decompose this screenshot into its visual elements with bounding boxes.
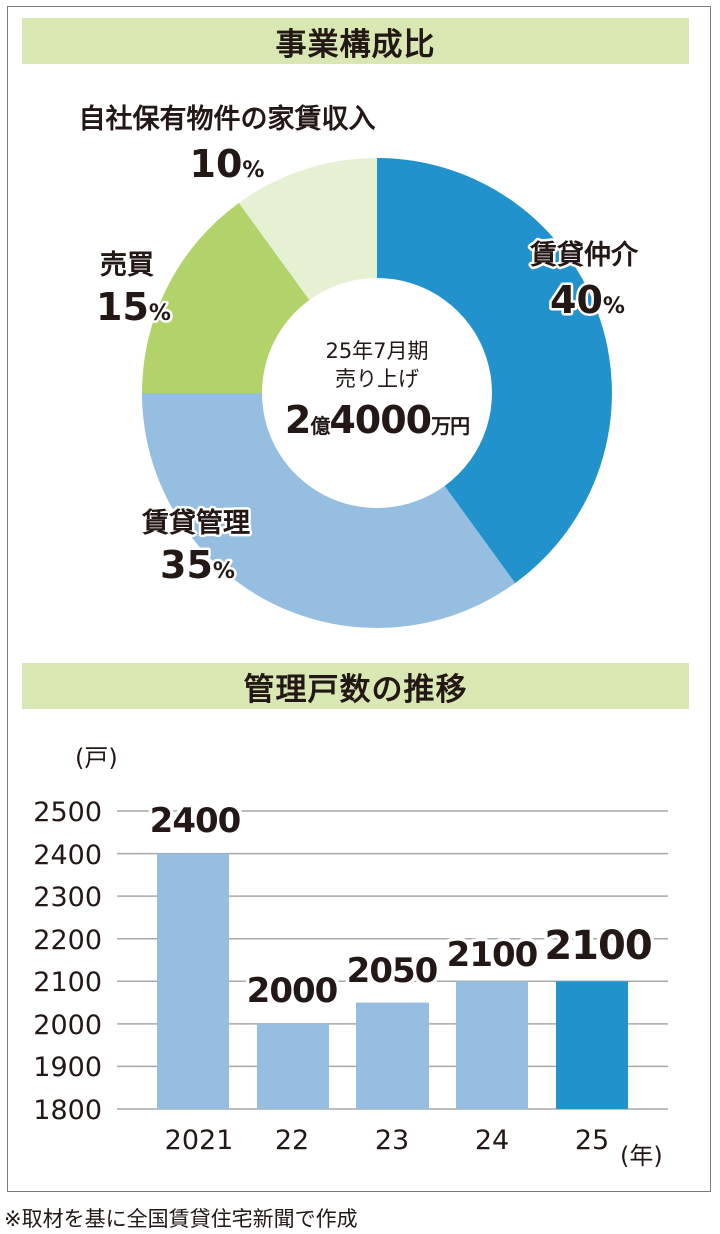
svg-text:2100: 2100 bbox=[33, 967, 102, 998]
value-own-property-rent: 10% bbox=[190, 142, 265, 186]
svg-text:1800: 1800 bbox=[33, 1095, 102, 1126]
svg-text:2300: 2300 bbox=[33, 882, 102, 913]
slice-rental-management bbox=[142, 393, 516, 628]
section-header-managed-units: 管理戸数の推移 bbox=[22, 663, 689, 709]
y-axis-unit: (戸) bbox=[75, 744, 118, 772]
svg-text:2021: 2021 bbox=[165, 1125, 234, 1156]
svg-text:24: 24 bbox=[475, 1125, 509, 1156]
svg-text:2400: 2400 bbox=[33, 840, 102, 871]
value-label-2025: 2100 bbox=[544, 923, 651, 969]
bar-2024 bbox=[456, 981, 528, 1109]
section-header-business-composition: 事業構成比 bbox=[22, 18, 689, 64]
bar-2023 bbox=[356, 1002, 429, 1109]
bars bbox=[157, 853, 628, 1109]
section-title: 事業構成比 bbox=[275, 26, 436, 63]
bar-value-labels: 2400 2000 2050 2100 2100 bbox=[146, 798, 656, 1015]
slice-labels: 自社保有物件の家賃収入 10% 売買 15% 賃貸仲介 40% 賃貸管理 35% bbox=[76, 101, 641, 590]
svg-text:2000: 2000 bbox=[33, 1010, 102, 1041]
value-label-2024: 2100 bbox=[447, 935, 538, 975]
center-caption: 売り上げ bbox=[335, 367, 419, 391]
label-sales: 売買 bbox=[100, 250, 154, 281]
svg-text:22: 22 bbox=[275, 1125, 309, 1156]
label-rental-management: 賃貸管理 bbox=[141, 507, 250, 539]
svg-text:1900: 1900 bbox=[33, 1052, 102, 1083]
value-rental-brokerage: 40% bbox=[550, 278, 625, 322]
value-label-2021: 2400 bbox=[150, 801, 241, 841]
svg-text:2500: 2500 bbox=[33, 797, 102, 828]
svg-text:23: 23 bbox=[375, 1125, 409, 1156]
bar-2021 bbox=[157, 853, 229, 1109]
value-sales: 15% bbox=[96, 285, 171, 329]
value-label-2022: 2000 bbox=[247, 971, 338, 1011]
center-amount: 2億4000万円 bbox=[285, 398, 469, 442]
label-own-property-rent: 自社保有物件の家賃収入 bbox=[79, 103, 376, 135]
donut-center-label: 25年7月期 売り上げ 2億4000万円 bbox=[285, 339, 470, 442]
slice-own-property-rent bbox=[238, 158, 377, 300]
label-rental-brokerage: 賃貸仲介 bbox=[529, 239, 639, 271]
value-label-2023: 2050 bbox=[347, 951, 438, 991]
y-axis-ticks: 2500 2400 2300 2200 2100 2000 1900 1800 bbox=[33, 797, 102, 1126]
svg-text:25: 25 bbox=[575, 1125, 609, 1156]
bar-2022 bbox=[257, 1023, 329, 1109]
bar-2025 bbox=[556, 981, 628, 1109]
svg-text:2200: 2200 bbox=[33, 925, 102, 956]
center-period: 25年7月期 bbox=[325, 339, 428, 363]
section-title: 管理戸数の推移 bbox=[243, 671, 468, 708]
x-axis-unit: (年) bbox=[620, 1142, 663, 1170]
source-note: ※取材を基に全国賃貸住宅新聞で作成 bbox=[4, 1207, 358, 1231]
donut-chart bbox=[142, 158, 612, 628]
slice-rental-brokerage bbox=[377, 158, 612, 584]
slice-sales bbox=[142, 202, 310, 393]
value-rental-management: 35% bbox=[160, 543, 235, 587]
x-axis-labels: 2021 22 23 24 25 bbox=[165, 1125, 610, 1156]
